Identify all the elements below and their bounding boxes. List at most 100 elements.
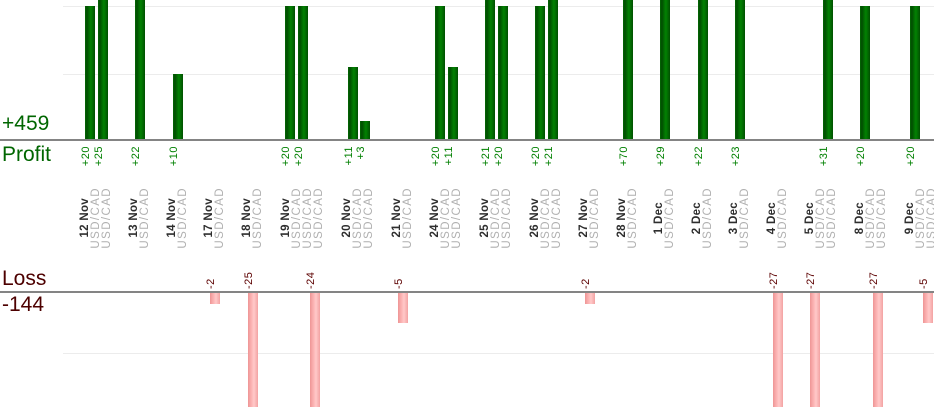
x-axis-instrument-label: USD/CAD — [925, 187, 934, 249]
profit-bar — [547, 0, 558, 140]
x-axis-instrument-label: USD/CAD — [500, 187, 513, 249]
x-axis-group: 5 Dec USD/CAD USD/CAD — [804, 153, 838, 283]
x-axis-date-cell: 4 Dec — [765, 153, 778, 283]
x-axis-instrument-cell: USD/CAD — [776, 153, 789, 283]
x-axis-instrument-cell: USD/CAD — [100, 153, 113, 283]
x-axis-instrument-cell: USD/CAD — [550, 153, 563, 283]
x-axis-instrument-cell: USD/CAD — [313, 153, 325, 283]
x-axis-date-cell: 28 Nov — [615, 153, 628, 283]
x-axis-instrument-cell: USD/CAD — [626, 153, 639, 283]
x-axis-group: 24 Nov USD/CAD USD/CAD — [429, 153, 463, 283]
x-axis-group: 17 Nov USD/CAD — [203, 153, 226, 283]
loss-axis-title: Loss — [2, 267, 47, 290]
loss-bar — [872, 292, 883, 407]
x-axis-group: 3 Dec USD/CAD — [728, 153, 751, 283]
x-axis-date-cell: 18 Nov — [240, 153, 253, 283]
profit-bar — [735, 0, 745, 140]
profit-bar — [622, 0, 633, 140]
x-axis-instrument-label: USD/CAD — [176, 187, 189, 249]
x-axis-instrument-cell: USD/CAD — [139, 153, 151, 283]
loss-gridline--10 — [63, 353, 934, 354]
x-axis-instrument-cell: USD/CAD — [739, 153, 751, 283]
profit-bar — [135, 0, 145, 140]
x-axis-instrument-cell: USD/CAD — [363, 153, 375, 283]
x-axis-group: 26 Nov USD/CAD USD/CAD — [529, 153, 563, 283]
profit-bar — [660, 0, 670, 140]
x-axis-group: 8 Dec USD/CAD USD/CAD — [854, 153, 888, 283]
x-axis-instrument-cell: USD/CAD — [450, 153, 463, 283]
x-axis-group: 13 Nov USD/CAD — [128, 153, 151, 283]
profit-bar — [860, 6, 870, 140]
x-axis-instrument-cell: USD/CAD — [875, 153, 888, 283]
x-axis-group: 20 Nov USD/CAD USD/CAD — [341, 153, 375, 283]
x-axis-instrument-label: USD/CAD — [664, 187, 676, 249]
profit-bar — [447, 66, 458, 140]
x-axis-instrument-cell: USD/CAD — [401, 153, 414, 283]
x-axis-date-label: 18 Nov — [240, 198, 253, 238]
x-axis-instrument-label: USD/CAD — [825, 187, 838, 249]
x-axis-date-cell: 21 Nov — [390, 153, 403, 283]
x-axis-instrument-label: USD/CAD — [251, 187, 264, 249]
x-axis-group: 4 Dec USD/CAD — [765, 153, 789, 283]
x-axis-group: 21 Nov USD/CAD — [390, 153, 414, 283]
x-axis-instrument-cell: USD/CAD — [214, 153, 226, 283]
profit-axis-title: Profit — [2, 143, 52, 166]
x-axis-instrument-label: USD/CAD — [139, 187, 151, 249]
x-axis-date-label: 14 Nov — [165, 198, 178, 238]
profit-bar — [697, 0, 708, 140]
x-axis-instrument-label: USD/CAD — [450, 187, 463, 249]
x-axis-date-label: 4 Dec — [765, 201, 778, 235]
x-axis-instrument-label: USD/CAD — [626, 187, 639, 249]
loss-bar — [397, 292, 408, 323]
x-axis-date-label: 21 Nov — [390, 198, 403, 238]
x-axis-date-cell: 14 Nov — [165, 153, 178, 283]
loss-bar — [810, 292, 820, 407]
x-axis-date-label: 2 Dec — [690, 201, 703, 235]
loss-bar — [922, 292, 933, 323]
x-axis-group: 27 Nov USD/CAD — [578, 153, 601, 283]
x-axis-instrument-label: USD/CAD — [589, 187, 601, 249]
x-axis-instrument-cell: USD/CAD — [825, 153, 838, 283]
x-axis-instrument-label: USD/CAD — [100, 187, 113, 249]
x-axis-instrument-label: USD/CAD — [701, 187, 714, 249]
profit-bar — [297, 6, 308, 140]
x-axis-instrument-label: USD/CAD — [875, 187, 888, 249]
x-axis-group: 2 Dec USD/CAD — [690, 153, 714, 283]
loss-bar — [585, 292, 595, 305]
x-axis-group: 14 Nov USD/CAD — [165, 153, 189, 283]
x-axis-group: 12 Nov USD/CAD USD/CAD — [79, 153, 113, 283]
x-axis-instrument-cell: USD/CAD — [290, 153, 303, 283]
x-axis-instrument-label: USD/CAD — [301, 187, 314, 249]
x-axis-date-label: 19 Nov — [279, 198, 292, 238]
profit-bar — [360, 120, 370, 140]
x-axis-instrument-label: USD/CAD — [290, 187, 303, 249]
profit-bar — [435, 6, 445, 140]
x-axis-instrument-label: USD/CAD — [401, 187, 414, 249]
loss-axis-line — [0, 291, 934, 293]
profit-bar — [85, 6, 95, 140]
x-axis-instrument-label: USD/CAD — [776, 187, 789, 249]
profit-total: +459 — [2, 112, 50, 135]
profit-bar — [285, 6, 295, 140]
x-axis-instrument-cell: USD/CAD — [301, 153, 314, 283]
profit-bar — [172, 73, 183, 140]
x-axis-instrument-cell: USD/CAD — [925, 153, 934, 283]
x-axis-group: 19 Nov USD/CAD USD/CAD USD/CAD — [279, 153, 325, 283]
x-axis-group: 18 Nov USD/CAD — [240, 153, 264, 283]
profit-bar — [535, 6, 545, 140]
loss-bar — [310, 292, 320, 407]
x-axis-date-label: 28 Nov — [615, 198, 628, 238]
profit-bar — [910, 6, 920, 140]
loss-bar — [247, 292, 258, 407]
x-axis-instrument-cell: USD/CAD — [251, 153, 264, 283]
x-axis-instrument-label: USD/CAD — [550, 187, 563, 249]
x-axis-date-cell: 2 Dec — [690, 153, 703, 283]
profit-bar — [822, 0, 833, 140]
x-axis-instrument-cell: USD/CAD — [589, 153, 601, 283]
profit-bar — [97, 0, 108, 140]
x-axis-group: 25 Nov USD/CAD USD/CAD — [479, 153, 513, 283]
x-axis-instrument-cell: USD/CAD — [664, 153, 676, 283]
x-axis-group: 9 Dec USD/CAD USD/CAD — [904, 153, 934, 283]
x-axis-instrument-cell: USD/CAD — [500, 153, 513, 283]
